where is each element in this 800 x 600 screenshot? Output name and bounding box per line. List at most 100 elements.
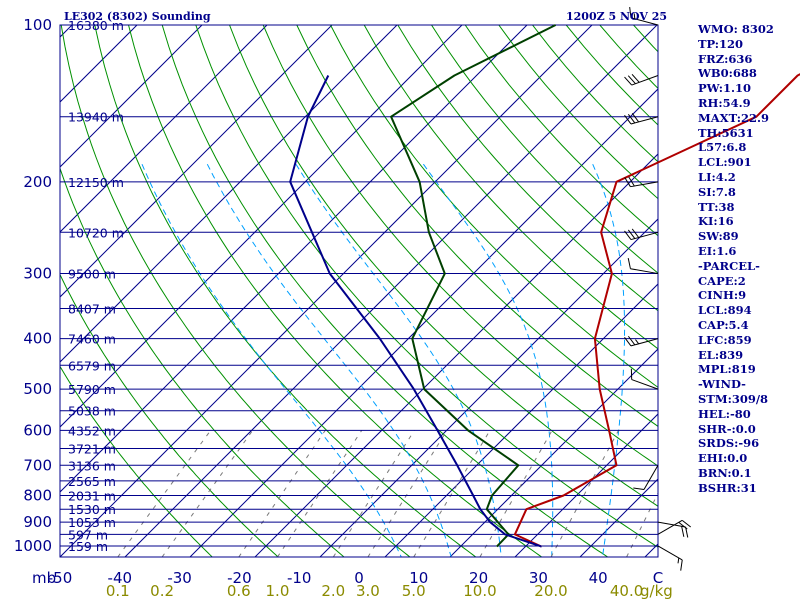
mixing-ratio-label: 20.0 (534, 582, 567, 600)
isotherm-line (60, 25, 333, 298)
isotherm-line (60, 25, 463, 428)
temperature-tick-label: C (653, 569, 663, 587)
dry-adiabat-line (161, 25, 608, 557)
dry-adiabat-line (60, 25, 411, 557)
barb-full (628, 176, 635, 187)
wind-barb (624, 176, 659, 188)
barb-staff (657, 545, 683, 561)
mixing-ratio-line (277, 430, 363, 557)
index-item: HEL:-80 (698, 406, 751, 421)
moist-adiabat-line (141, 164, 402, 557)
pressure-tick-label: 800 (23, 486, 52, 504)
dry-adiabat-line (431, 25, 658, 274)
index-item: -WIND- (698, 377, 746, 392)
barb-full (627, 229, 636, 239)
index-item: L57:6.8 (698, 140, 747, 155)
dry-adiabat-line (330, 25, 658, 388)
dry-adiabat-line (94, 25, 477, 557)
barb-full (627, 335, 636, 346)
wind-barbs (624, 6, 692, 571)
mixing-ratio-line (117, 430, 212, 557)
mixing-ratio-label: 0.2 (150, 582, 174, 600)
stability-indices: WMO: 8302 TP:120 FRZ:636 WB0:688 PW:1.10 RH:5… (698, 22, 798, 496)
temperature-tick-label: 20 (469, 569, 488, 587)
index-item: SRDS:-96 (698, 436, 760, 451)
barb-full (627, 258, 631, 269)
barb-half (633, 13, 636, 19)
barb-full (624, 115, 632, 125)
temperature-tick-label: -40 (108, 569, 133, 587)
barb-staff (631, 75, 659, 86)
index-item: SI:7.8 (698, 184, 736, 199)
mixing-ratio-label: 3.0 (356, 582, 380, 600)
mixing-ratio-line (479, 430, 553, 557)
chart-time: 1200Z 5 NOV 25 (566, 10, 667, 23)
barb-full (629, 6, 632, 18)
index-item: LFC:859 (698, 332, 752, 347)
index-item: MPL:819 (698, 362, 756, 377)
height-label: 4352 m (68, 423, 116, 438)
barb-full (685, 526, 689, 538)
profile-temperature (513, 73, 800, 548)
mixing-ratio-line (550, 430, 619, 557)
mixing-ratio-label: 5.0 (402, 582, 426, 600)
index-item: CAP:5.4 (698, 317, 749, 332)
height-label: 12150 m (68, 175, 124, 190)
temperature-tick-label: -50 (48, 569, 73, 587)
wind-barb (629, 6, 659, 26)
barb-full (631, 73, 640, 83)
temperature-tick-label: 30 (529, 569, 548, 587)
isotherm-line (60, 25, 268, 233)
height-label: 7460 m (68, 332, 116, 347)
barb-full (624, 76, 633, 86)
index-item: PW:1.10 (698, 81, 752, 96)
wind-barb (627, 258, 659, 275)
height-label: 9500 m (68, 267, 116, 282)
wind-barb (624, 112, 659, 125)
height-label: 2565 m (68, 474, 116, 489)
index-item: BSHR:31 (698, 480, 757, 495)
pressure-tick-label: 900 (23, 513, 52, 531)
height-label: 159 m (68, 539, 108, 554)
barb-staff (630, 231, 659, 241)
temperature-tick-label: -20 (227, 569, 252, 587)
moist-adiabat-line (295, 163, 502, 557)
mixing-ratio-line (332, 430, 415, 557)
index-item: LI:4.2 (698, 169, 736, 184)
profile-dewpoint (390, 24, 557, 548)
dry-adiabat-line (229, 25, 658, 507)
pressure-tick-label: 500 (23, 380, 52, 398)
index-item: SW:89 (698, 229, 739, 244)
height-label: 10720 m (68, 225, 124, 240)
mixing-ratio-label: 10.0 (463, 582, 496, 600)
barb-staff (643, 465, 659, 490)
isotherm-line (384, 283, 658, 557)
pressure-tick-label: 600 (23, 421, 52, 439)
index-item: KI:16 (698, 214, 734, 229)
height-label: 6579 m (68, 358, 116, 373)
index-item: EI:1.6 (698, 243, 737, 258)
barb-full (631, 112, 640, 123)
barb-half (677, 557, 680, 564)
barb-staff (631, 379, 659, 390)
pressure-tick-label: 100 (23, 16, 52, 34)
mixing-ratio-line (367, 430, 448, 557)
mixing-ratio-line (413, 430, 491, 557)
temperature-tick-label: 40 (589, 569, 608, 587)
index-item: EL:839 (698, 347, 744, 362)
mixing-ratio-label: 1.0 (266, 582, 290, 600)
barb-full (624, 177, 631, 187)
height-label: 16380 m (68, 18, 124, 33)
index-item: -PARCEL- (698, 258, 760, 273)
temperature-tick-label: -10 (287, 569, 312, 587)
chart-grid (59, 24, 659, 558)
barb-full (680, 559, 683, 571)
index-item: TT:38 (698, 199, 735, 214)
barb-staff (630, 338, 659, 347)
dry-adiabat-line (363, 25, 658, 350)
clipped-grid (60, 25, 658, 557)
dry-adiabat-line (60, 166, 345, 557)
moist-adiabat-line (422, 163, 554, 557)
pressure-unit-label: mb (32, 569, 56, 587)
index-item: TH:5631 (698, 125, 754, 140)
